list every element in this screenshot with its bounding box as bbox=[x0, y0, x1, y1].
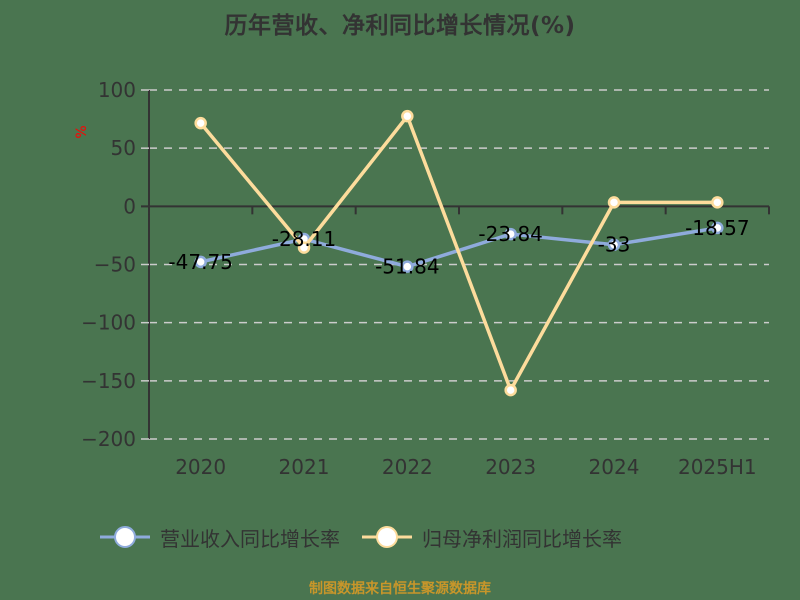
data-point[interactable] bbox=[504, 227, 517, 241]
y-tick-label: −200 bbox=[81, 427, 136, 451]
data-point[interactable] bbox=[401, 260, 414, 273]
x-tick-label: 2020 bbox=[175, 455, 226, 479]
data-label: -33 bbox=[598, 233, 631, 257]
data-point[interactable] bbox=[194, 255, 207, 269]
legend: 营业收入同比增长率 归母净利润同比增长率 bbox=[100, 522, 644, 552]
chart-title: 历年营收、净利同比增长情况(%) bbox=[224, 13, 576, 39]
y-axis-ticks: 100 50 0 −50 −100 −150 −200 bbox=[81, 78, 149, 451]
data-label: -51.84 bbox=[375, 255, 439, 279]
x-tick-label: 2024 bbox=[589, 455, 640, 479]
source-note: 制图数据来自恒生聚源数据库 bbox=[309, 581, 491, 597]
y-tick-label: −100 bbox=[81, 311, 136, 335]
x-tick-label: 2021 bbox=[279, 455, 330, 479]
data-label: -28.11 bbox=[272, 227, 336, 251]
data-label: -18.57 bbox=[685, 216, 749, 240]
gridlines bbox=[149, 89, 769, 440]
legend-label: 归母净利润同比增长率 bbox=[422, 526, 622, 551]
y-tick-label: 0 bbox=[123, 194, 136, 218]
series-line bbox=[199, 114, 718, 392]
data-point[interactable] bbox=[504, 383, 517, 397]
y-axis-unit: % bbox=[74, 125, 90, 138]
data-point[interactable] bbox=[194, 116, 207, 130]
data-point[interactable] bbox=[297, 241, 311, 254]
y-tick-label: 100 bbox=[98, 78, 136, 102]
legend-label: 营业收入同比增长率 bbox=[160, 526, 340, 551]
x-tick-label: 2023 bbox=[485, 455, 536, 479]
legend-marker-icon bbox=[100, 526, 150, 548]
y-tick-label: 50 bbox=[111, 136, 136, 160]
y-tick-label: −50 bbox=[94, 253, 136, 277]
x-tick-label: 2025H1 bbox=[678, 455, 757, 479]
legend-marker-icon bbox=[362, 526, 412, 548]
x-tick-label: 2022 bbox=[382, 455, 433, 479]
data-label: -23.84 bbox=[478, 222, 542, 246]
data-series bbox=[194, 109, 724, 397]
data-point[interactable] bbox=[711, 221, 724, 235]
y-tick-label: −150 bbox=[81, 369, 136, 393]
data-point[interactable] bbox=[711, 196, 724, 209]
x-axis-ticks: 2020 2021 2022 2023 2024 2025H1 bbox=[175, 455, 756, 479]
data-point[interactable] bbox=[607, 196, 621, 209]
legend-item-revenue[interactable]: 营业收入同比增长率 bbox=[100, 522, 340, 552]
data-point[interactable] bbox=[401, 109, 414, 123]
data-label: -47.75 bbox=[168, 250, 232, 274]
legend-item-net-profit[interactable]: 归母净利润同比增长率 bbox=[362, 522, 622, 552]
data-labels: -47.75 -28.11 -51.84 -23.84 -33 -18.57 bbox=[168, 216, 749, 279]
data-point[interactable] bbox=[607, 238, 621, 251]
